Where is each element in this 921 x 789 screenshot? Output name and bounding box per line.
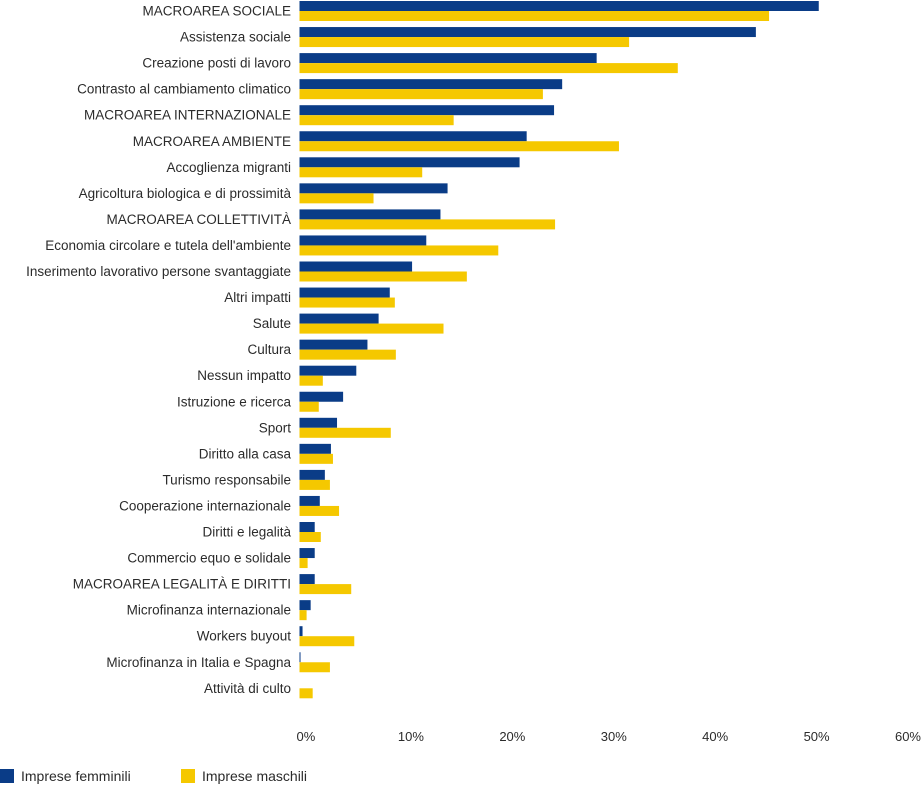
bar-maschili-9 xyxy=(299,245,499,256)
bar-maschili-8 xyxy=(299,219,556,230)
bar-femminili-13 xyxy=(299,339,368,350)
bar-femminili-0 xyxy=(299,1,819,11)
x-axis-ticks: 0% 10% 20% 30% 40% 50% 60% xyxy=(297,729,921,744)
bar-femminili-12 xyxy=(299,313,379,324)
bar-femminili-4 xyxy=(299,105,555,116)
bar-maschili-17 xyxy=(299,453,333,464)
bar-maschili-16 xyxy=(299,427,391,438)
category-label: Assistenza sociale xyxy=(180,30,291,45)
bar-femminili-2 xyxy=(299,53,597,64)
category-label: Attività di culto xyxy=(204,681,291,696)
category-label: Cooperazione internazionale xyxy=(119,498,291,513)
legend-label-femminili: Imprese femminili xyxy=(21,768,131,784)
bar-maschili-21 xyxy=(299,558,308,569)
category-label: Contrasto al cambiamento climatico xyxy=(77,82,291,97)
bar-maschili-26 xyxy=(299,688,313,699)
category-label: Creazione posti di lavoro xyxy=(142,56,291,71)
bar-maschili-19 xyxy=(299,505,340,516)
category-label: Cultura xyxy=(247,342,291,357)
bar-maschili-24 xyxy=(299,636,355,647)
bar-maschili-11 xyxy=(299,297,395,308)
category-label: Nessun impatto xyxy=(197,368,291,383)
category-label: Accoglienza migranti xyxy=(166,160,291,175)
bar-femminili-3 xyxy=(299,79,563,90)
category-label: Sport xyxy=(259,420,292,435)
category-label: Diritti e legalità xyxy=(202,525,291,540)
bar-femminili-25 xyxy=(299,652,301,663)
bar-maschili-14 xyxy=(299,375,323,386)
category-label: Istruzione e ricerca xyxy=(177,394,292,409)
bar-maschili-12 xyxy=(299,323,444,334)
bar-maschili-10 xyxy=(299,271,467,282)
category-label: Turismo responsabile xyxy=(162,472,291,487)
bar-femminili-14 xyxy=(299,365,357,376)
bar-femminili-8 xyxy=(299,209,441,220)
bar-femminili-23 xyxy=(299,600,311,611)
bar-femminili-10 xyxy=(299,261,413,272)
bar-femminili-24 xyxy=(299,626,303,637)
x-tick-label: 60% xyxy=(895,729,921,744)
category-label: Salute xyxy=(253,316,291,331)
category-label: Microfinanza in Italia e Spagna xyxy=(106,655,291,670)
x-tick-label: 30% xyxy=(601,729,627,744)
category-labels: MACROAREA SOCIALE Assistenza sociale Creaz… xyxy=(26,4,291,696)
bar-femminili-22 xyxy=(299,574,315,585)
category-label: Diritto alla casa xyxy=(199,446,292,461)
bar-maschili-7 xyxy=(299,193,374,204)
bar-femminili-11 xyxy=(299,287,390,298)
legend-swatch-maschili xyxy=(181,769,195,783)
bar-maschili-23 xyxy=(299,610,307,621)
legend-swatch-femminili xyxy=(0,769,14,783)
category-label: Inserimento lavorativo persone svantaggi… xyxy=(26,264,291,279)
bar-femminili-17 xyxy=(299,443,331,454)
x-tick-label: 40% xyxy=(702,729,728,744)
bar-femminili-19 xyxy=(299,495,320,506)
bar-femminili-20 xyxy=(299,522,315,532)
bar-maschili-18 xyxy=(299,479,330,490)
bar-maschili-6 xyxy=(299,167,423,178)
bar-maschili-3 xyxy=(299,89,543,100)
category-label: Workers buyout xyxy=(197,629,292,644)
bar-maschili-25 xyxy=(299,662,330,673)
category-label: Agricoltura biologica e di prossimità xyxy=(79,186,292,201)
bar-femminili-6 xyxy=(299,157,520,168)
bar-maschili-20 xyxy=(299,532,321,542)
category-label: Economia circolare e tutela dell'ambient… xyxy=(45,238,291,253)
bar-femminili-5 xyxy=(299,131,527,142)
category-label: Commercio equo e solidale xyxy=(127,551,291,566)
category-label: Microfinanza internazionale xyxy=(127,603,291,618)
bar-femminili-15 xyxy=(299,391,344,402)
bars-group xyxy=(299,1,819,699)
bar-maschili-4 xyxy=(299,115,454,126)
x-tick-label: 20% xyxy=(499,729,525,744)
bar-femminili-9 xyxy=(299,235,427,246)
bar-femminili-18 xyxy=(299,469,325,480)
category-label: MACROAREA COLLETTIVITÀ xyxy=(106,212,291,227)
bar-maschili-22 xyxy=(299,584,352,595)
x-tick-label: 10% xyxy=(398,729,424,744)
bar-maschili-5 xyxy=(299,141,619,152)
bar-femminili-7 xyxy=(299,183,448,194)
x-tick-label: 50% xyxy=(804,729,830,744)
category-label: MACROAREA AMBIENTE xyxy=(133,134,291,149)
bar-femminili-1 xyxy=(299,27,756,38)
legend-label-maschili: Imprese maschili xyxy=(202,768,307,784)
category-label: Altri impatti xyxy=(224,290,291,305)
bar-maschili-13 xyxy=(299,349,396,360)
legend: Imprese femminili Imprese maschili xyxy=(0,768,307,784)
category-label: MACROAREA INTERNAZIONALE xyxy=(84,108,291,123)
bar-maschili-2 xyxy=(299,63,678,74)
x-tick-label: 0% xyxy=(297,729,316,744)
bar-femminili-16 xyxy=(299,417,338,428)
category-label: MACROAREA LEGALITÀ E DIRITTI xyxy=(73,577,291,592)
bar-maschili-1 xyxy=(299,37,630,48)
bar-maschili-15 xyxy=(299,401,319,412)
category-label: MACROAREA SOCIALE xyxy=(142,4,291,19)
bar-femminili-21 xyxy=(299,548,315,559)
bar-maschili-0 xyxy=(299,11,770,21)
